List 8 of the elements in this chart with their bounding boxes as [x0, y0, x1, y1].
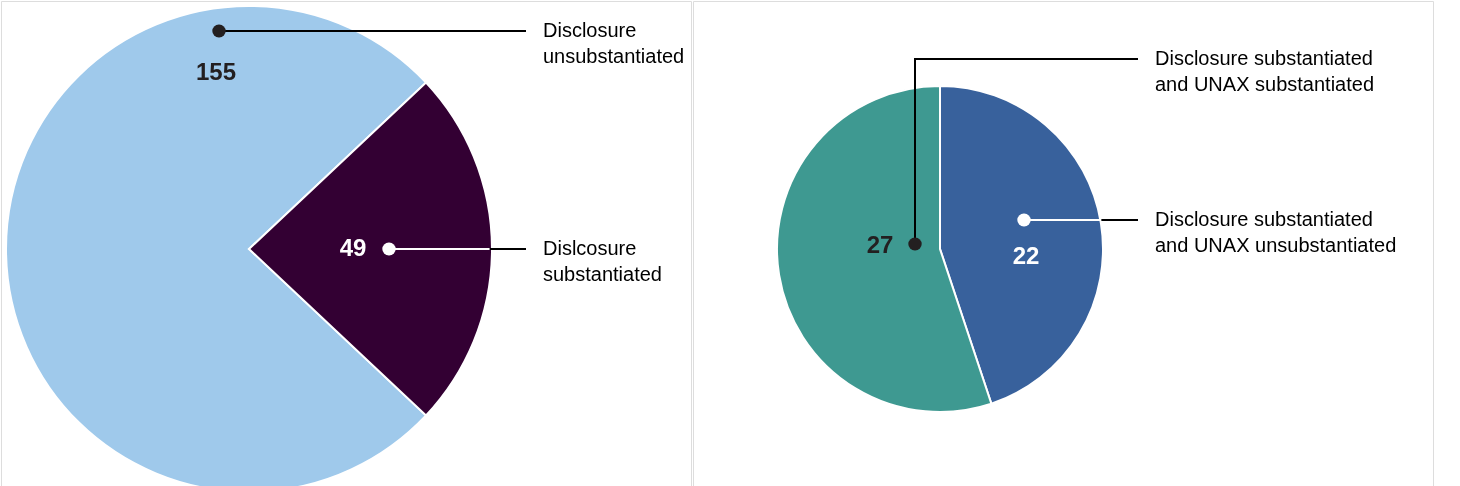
data-label: 27	[866, 231, 894, 258]
slice-label: Disclosure substantiated and UNAX unsubstantiated	[1155, 208, 1397, 256]
data-label: 49	[339, 234, 367, 261]
data-label: 22	[1012, 242, 1040, 269]
data-label: 155	[195, 58, 237, 85]
slice-label: Disclosure substantiated and UNAX substantiated	[1155, 47, 1375, 95]
slice-label: Dislcosure substantiated	[543, 237, 662, 285]
slice-label: Disclosure unsubstantiated	[543, 19, 685, 67]
